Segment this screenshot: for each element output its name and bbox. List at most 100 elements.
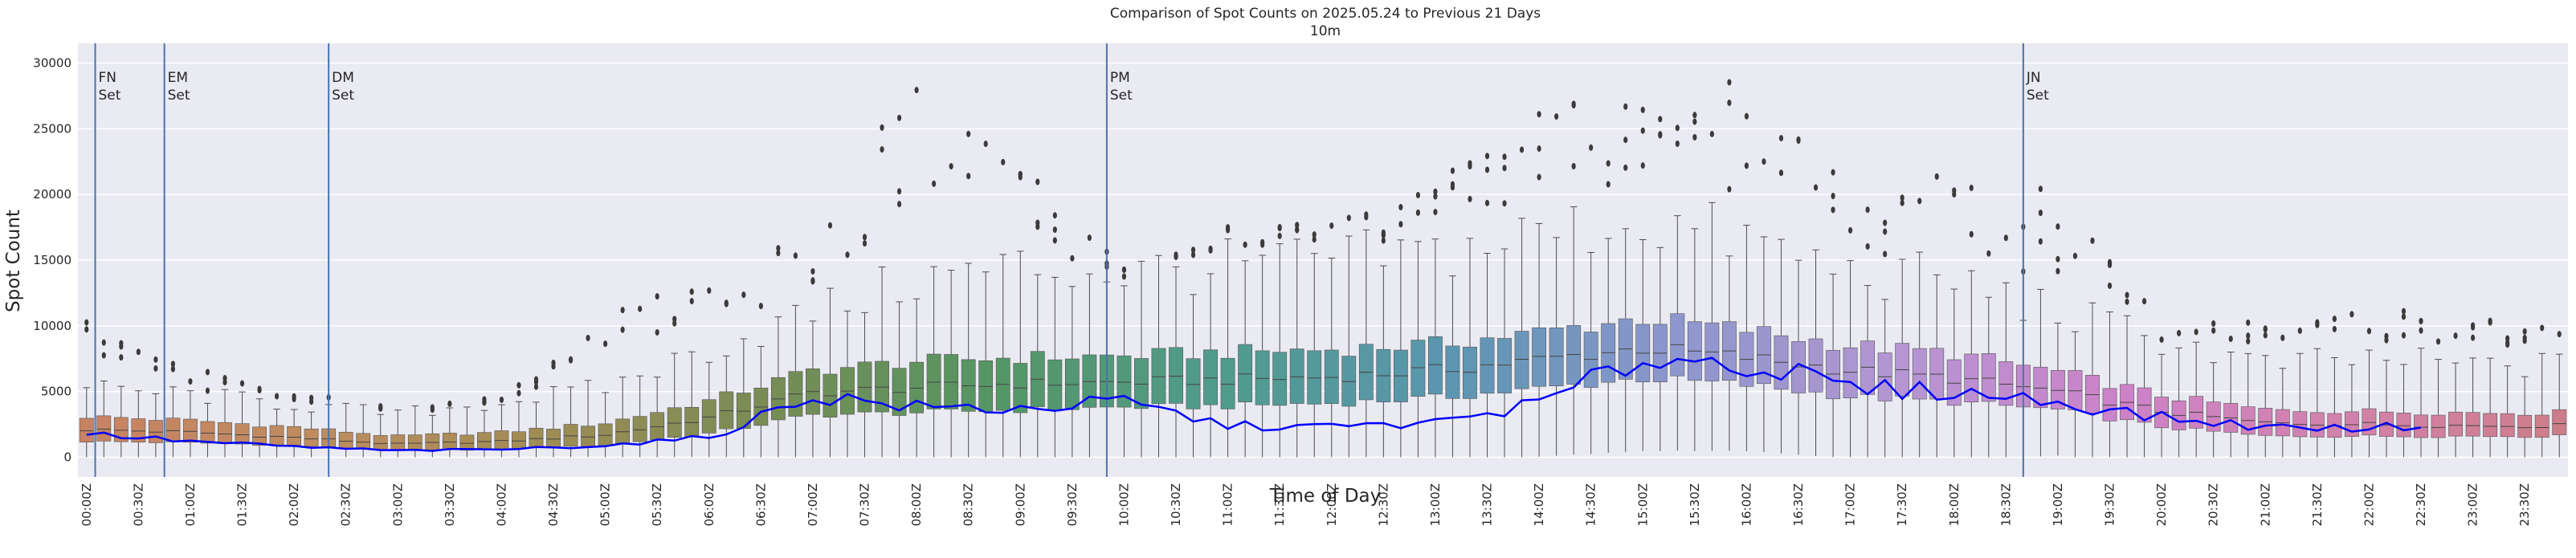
box bbox=[2414, 414, 2428, 438]
outlier-point bbox=[257, 385, 262, 393]
outlier-point bbox=[2332, 316, 2337, 323]
box bbox=[131, 418, 146, 443]
outlier-point bbox=[2366, 328, 2372, 335]
outlier-point bbox=[1606, 181, 1611, 188]
outlier-point bbox=[1571, 102, 1576, 109]
outlier-point bbox=[1484, 153, 1490, 160]
outlier-point bbox=[655, 293, 659, 300]
outlier-point bbox=[1329, 222, 1334, 230]
outlier-point bbox=[966, 173, 971, 180]
box bbox=[1998, 361, 2014, 406]
outlier-point bbox=[1052, 226, 1057, 234]
outlier-point bbox=[1640, 162, 1645, 169]
x-tick-label: 21:00Z bbox=[2258, 483, 2272, 527]
box bbox=[512, 431, 526, 450]
outlier-point bbox=[2055, 255, 2060, 263]
box bbox=[650, 412, 665, 440]
outlier-point bbox=[2401, 308, 2407, 315]
outlier-point bbox=[862, 240, 868, 247]
outlier-point bbox=[482, 397, 487, 405]
box bbox=[425, 433, 440, 450]
box bbox=[598, 423, 613, 446]
outlier-point bbox=[119, 340, 124, 347]
outlier-point bbox=[586, 334, 590, 341]
outlier-point bbox=[2557, 331, 2562, 338]
box bbox=[875, 360, 889, 413]
outlier-point bbox=[1692, 112, 1697, 119]
outlier-point bbox=[1640, 106, 1645, 113]
y-tick-label: 10000 bbox=[33, 319, 71, 333]
outlier-point bbox=[205, 387, 210, 394]
outlier-point bbox=[1295, 226, 1300, 233]
outlier-point bbox=[2401, 332, 2407, 339]
box bbox=[944, 354, 959, 409]
box bbox=[1324, 349, 1339, 405]
outlier-point bbox=[2038, 210, 2043, 217]
box bbox=[667, 407, 682, 438]
box bbox=[1826, 349, 1840, 400]
box bbox=[529, 427, 544, 448]
outlier-point bbox=[1762, 158, 1766, 165]
outlier-point bbox=[896, 114, 902, 121]
box bbox=[459, 434, 475, 451]
outlier-point bbox=[2453, 332, 2458, 340]
outlier-point bbox=[1692, 134, 1697, 141]
box bbox=[269, 425, 284, 446]
box bbox=[1151, 348, 1166, 405]
event-label: JN bbox=[2026, 70, 2041, 86]
box bbox=[2068, 370, 2083, 410]
chart-title: Comparison of Spot Counts on 2025.05.24 … bbox=[1110, 6, 1541, 22]
outlier-point bbox=[2246, 337, 2251, 344]
outlier-point bbox=[689, 298, 694, 305]
outlier-point bbox=[1001, 158, 1006, 165]
box bbox=[892, 368, 907, 416]
outlier-point bbox=[2522, 328, 2527, 335]
outlier-point bbox=[222, 375, 227, 382]
outlier-point bbox=[568, 356, 574, 363]
x-tick-label: 11:30Z bbox=[1272, 483, 1287, 527]
outlier-point bbox=[1917, 198, 1922, 205]
box bbox=[390, 434, 406, 451]
box bbox=[581, 426, 595, 447]
outlier-point bbox=[2038, 238, 2043, 245]
outlier-point bbox=[2522, 334, 2527, 341]
box bbox=[1566, 325, 1582, 385]
box bbox=[304, 428, 319, 447]
outlier-point bbox=[1778, 135, 1784, 142]
x-tick-label: 09:30Z bbox=[1065, 483, 1080, 527]
box bbox=[1981, 353, 1996, 402]
outlier-point bbox=[188, 378, 193, 385]
x-tick-label: 14:00Z bbox=[1532, 483, 1546, 527]
x-tick-label: 20:00Z bbox=[2154, 483, 2169, 527]
outlier-point bbox=[2141, 298, 2147, 305]
box bbox=[736, 393, 751, 429]
x-tick-label: 04:30Z bbox=[546, 483, 561, 527]
outlier-point bbox=[2159, 336, 2164, 343]
box bbox=[373, 435, 388, 450]
box bbox=[1843, 347, 1858, 399]
outlier-point bbox=[2107, 259, 2113, 266]
outlier-point bbox=[533, 376, 539, 383]
y-tick-label: 0 bbox=[63, 450, 71, 464]
outlier-point bbox=[205, 369, 210, 376]
x-tick-label: 03:00Z bbox=[390, 483, 405, 527]
box bbox=[494, 430, 509, 450]
outlier-point bbox=[516, 389, 521, 397]
outlier-point bbox=[2384, 332, 2389, 340]
outlier-point bbox=[1052, 237, 1057, 244]
event-label: PM bbox=[1110, 70, 1130, 86]
box bbox=[338, 431, 353, 449]
outlier-point bbox=[1537, 111, 1541, 118]
outlier-point bbox=[292, 396, 296, 403]
outlier-point bbox=[776, 245, 781, 252]
box bbox=[2552, 409, 2567, 435]
outlier-point bbox=[2125, 291, 2129, 299]
box bbox=[148, 420, 163, 443]
event-label: EM bbox=[168, 70, 188, 86]
x-tick-label: 23:00Z bbox=[2466, 483, 2480, 527]
box bbox=[563, 424, 578, 446]
x-tick-label: 17:30Z bbox=[1895, 483, 1909, 527]
box bbox=[2500, 413, 2515, 438]
outlier-point bbox=[2297, 327, 2302, 334]
